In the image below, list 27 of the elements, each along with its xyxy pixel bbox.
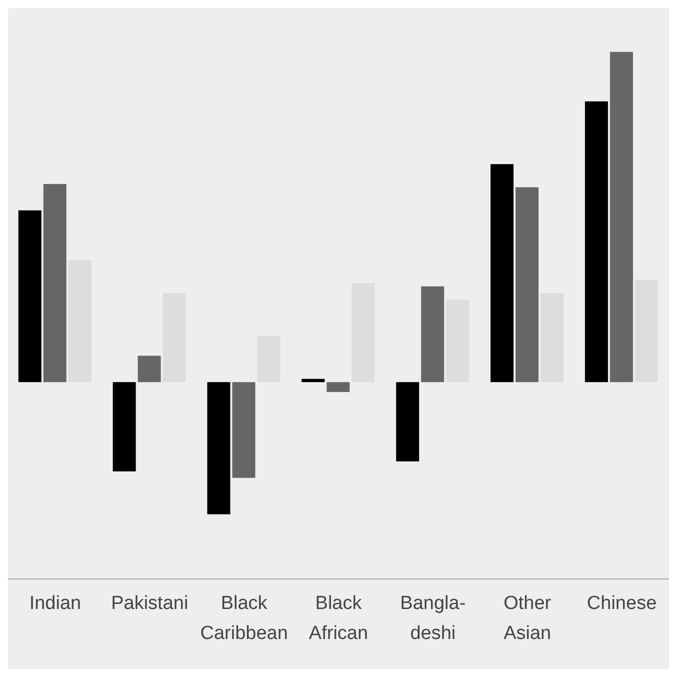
x-tick-label: Chinese <box>586 593 657 614</box>
bar <box>232 382 256 478</box>
bar <box>18 210 42 382</box>
bar <box>257 336 280 382</box>
x-tick-label: Bangla-deshi <box>400 593 466 644</box>
x-tick-label: Black African <box>308 593 368 644</box>
bar <box>138 356 161 382</box>
x-tick-label: Indian <box>29 593 82 614</box>
bar <box>302 378 325 382</box>
x-tick-label: Other Asian <box>504 593 552 644</box>
bar <box>352 283 375 382</box>
bar <box>516 187 539 382</box>
bar <box>112 382 136 472</box>
bar <box>43 184 66 382</box>
bar <box>584 101 608 382</box>
bar <box>490 164 514 382</box>
bar <box>207 382 230 514</box>
x-tick-label: Black Caribbean <box>200 593 288 644</box>
bar <box>396 382 420 462</box>
bar <box>421 286 444 382</box>
bar <box>634 280 658 382</box>
x-tick-label: Pakistani <box>111 593 188 614</box>
bar <box>446 300 470 382</box>
bar <box>326 382 350 392</box>
bar <box>68 260 92 382</box>
bar <box>610 52 633 382</box>
bar <box>162 292 186 382</box>
